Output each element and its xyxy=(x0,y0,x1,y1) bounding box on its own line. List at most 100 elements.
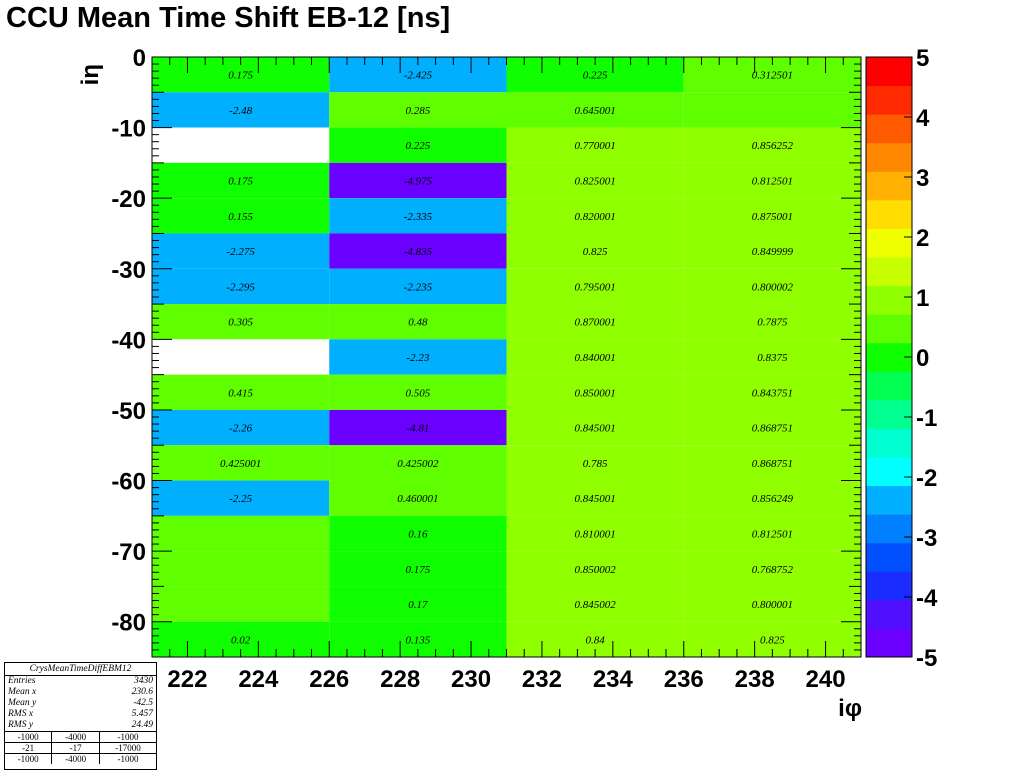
cell-value-label: -2.335 xyxy=(404,211,433,223)
cell-value-label: -4.81 xyxy=(406,423,429,435)
palette-swatch xyxy=(866,542,912,572)
x-tick-label: 222 xyxy=(167,666,207,693)
cell-value-label: 0.845001 xyxy=(575,493,616,505)
palette-tick-label: 3 xyxy=(916,165,929,192)
heatmap-cell xyxy=(683,233,861,269)
heatmap-cell xyxy=(506,480,684,516)
stats-row: RMS x 5.457 xyxy=(5,709,156,720)
stats-grid-cell: -17 xyxy=(51,742,100,754)
y-tick-label: -80 xyxy=(111,610,146,637)
y-axis-label: iη xyxy=(77,64,104,85)
cell-value-label: 0.875001 xyxy=(752,211,793,223)
cell-value-label: -4.835 xyxy=(404,246,433,258)
cell-value-label: 0.812501 xyxy=(752,176,793,188)
heatmap-cell xyxy=(329,551,507,587)
heatmap-cell xyxy=(152,515,330,552)
heatmap-cell xyxy=(329,127,507,163)
cell-value-label: 0.770001 xyxy=(575,140,616,152)
heatmap-cell xyxy=(506,233,684,269)
cell-value-label: 0.460001 xyxy=(397,493,438,505)
cell-value-label: 0.175 xyxy=(406,564,431,576)
stats-row: Entries 3430 xyxy=(5,676,156,687)
x-tick-label: 224 xyxy=(238,666,279,693)
palette-swatch xyxy=(866,57,912,87)
cell-value-label: -4.975 xyxy=(404,176,433,188)
heatmap-cell xyxy=(683,127,861,163)
heatmap-cell xyxy=(506,127,684,163)
cell-value-label: 0.175 xyxy=(228,70,253,82)
heatmap-cell xyxy=(683,304,861,340)
stats-grid-cell: -1000 xyxy=(99,753,156,764)
stats-grid-cell: -21 xyxy=(5,742,52,754)
palette-swatch xyxy=(866,257,912,287)
cell-labels: 0.175 -2.425 0.225 0.312501 -2.48 0.285 0.6450… xyxy=(220,70,794,647)
stats-row: Mean x 230.6 xyxy=(5,687,156,698)
cell-value-label: 0.825001 xyxy=(575,176,616,188)
palette-tick-label: 4 xyxy=(916,105,930,132)
heatmap-cell xyxy=(152,127,330,163)
cell-value-label: -2.425 xyxy=(404,70,433,82)
chart-title: CCU Mean Time Shift EB-12 [ns] xyxy=(6,2,451,34)
x-tick-label: 226 xyxy=(309,666,349,693)
x-axis-label: iφ xyxy=(838,695,862,722)
cell-value-label: -2.48 xyxy=(229,105,252,117)
cell-value-label: 0.84 xyxy=(586,634,606,646)
palette-swatch xyxy=(866,485,912,515)
stats-box-title: CrysMeanTimeDiffEBM12 xyxy=(5,663,156,676)
stats-value: 230.6 xyxy=(131,687,153,697)
stats-value: 5.457 xyxy=(131,709,153,719)
heatmap-cell xyxy=(329,409,507,446)
heatmap-cell xyxy=(506,445,684,481)
cell-value-label: 0.825 xyxy=(760,634,785,646)
stats-grid-cell: -1000 xyxy=(5,753,52,764)
cell-value-label: 0.135 xyxy=(406,634,431,646)
palette-tick-label: -3 xyxy=(916,525,937,552)
x-tick-label: 230 xyxy=(451,666,491,693)
heatmap-cell xyxy=(683,198,861,234)
cell-value-label: 0.415 xyxy=(228,387,253,399)
cell-value-label: 0.17 xyxy=(408,599,428,611)
cell-value-label: 0.7875 xyxy=(757,317,788,329)
heatmap-cell xyxy=(329,586,507,622)
stats-label: Mean x xyxy=(8,687,37,697)
heatmap-cell xyxy=(506,92,684,128)
cell-value-label: -2.25 xyxy=(229,493,252,505)
y-tick-label: 0 xyxy=(133,45,146,72)
heatmap-cell xyxy=(152,586,330,622)
color-palette: 5 4 3 2 1 0 -1 -2 -3 -4 -5 xyxy=(865,45,938,672)
stats-value: 24.49 xyxy=(131,720,153,730)
cell-value-label: 0.175 xyxy=(228,176,253,188)
heatmap-cell xyxy=(152,92,330,128)
heatmap-cell xyxy=(683,551,861,587)
cell-value-label: 0.800002 xyxy=(752,281,794,293)
stats-label: RMS y xyxy=(8,720,34,730)
palette-tick-label: 2 xyxy=(916,225,929,252)
heatmap-cell xyxy=(683,162,861,199)
heatmap-cell xyxy=(506,198,684,234)
heatmap-cell xyxy=(329,480,507,516)
palette-swatch xyxy=(866,228,912,258)
heatmap-cell xyxy=(506,515,684,552)
cell-value-label: 0.425002 xyxy=(397,458,439,470)
cell-value-label: 0.48 xyxy=(408,317,428,329)
heatmap-cell xyxy=(329,162,507,199)
cell-value-label: 0.785 xyxy=(583,458,608,470)
y-tick-label: -70 xyxy=(111,539,146,566)
stats-grid-cell: -1000 xyxy=(99,731,156,743)
heatmap-cell xyxy=(506,409,684,446)
heatmap-cell xyxy=(683,515,861,552)
cell-value-label: 0.810001 xyxy=(575,528,616,540)
cell-value-label: -2.275 xyxy=(226,246,255,258)
stats-row: RMS y 24.49 xyxy=(5,720,156,731)
x-tick-label: 240 xyxy=(806,666,846,693)
stats-grid: -1000 -4000 -1000 -21 -17 -17000 -1000 -4000-… xyxy=(5,731,156,764)
heatmap-cell xyxy=(506,268,684,305)
palette-tick-label: 5 xyxy=(916,45,929,72)
heatmap-cell xyxy=(683,92,861,128)
heatmap-cell xyxy=(152,374,330,410)
heatmap-cell xyxy=(152,304,330,340)
heatmap-cell xyxy=(329,339,507,375)
palette-swatch xyxy=(866,199,912,229)
x-tick-label: 234 xyxy=(593,666,634,693)
